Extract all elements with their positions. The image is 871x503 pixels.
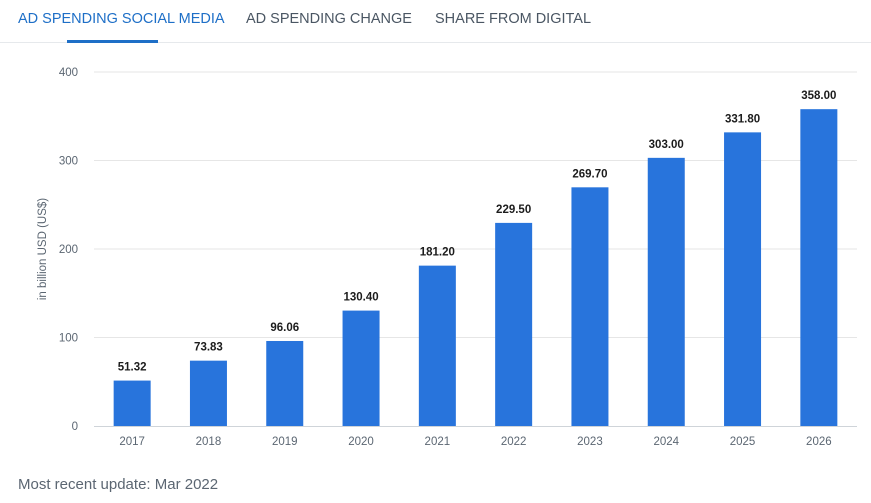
y-tick-label: 400 xyxy=(59,67,78,79)
update-note: Most recent update: Mar 2022 xyxy=(18,476,219,493)
data-label: 51.32 xyxy=(118,362,147,374)
x-tick-label: 2020 xyxy=(348,436,374,448)
tab-share-from-digital[interactable]: SHARE FROM DIGITAL xyxy=(435,11,592,27)
data-label: 331.80 xyxy=(725,113,760,125)
active-tab-indicator xyxy=(67,40,158,43)
bar-2024 xyxy=(647,157,685,426)
tab-ad-spending-social-media[interactable]: AD SPENDING SOCIAL MEDIA xyxy=(18,11,225,27)
x-tick-label: 2017 xyxy=(119,436,145,448)
x-tick-label: 2019 xyxy=(272,436,298,448)
data-label: 358.00 xyxy=(801,90,836,102)
data-label: 96.06 xyxy=(270,322,299,334)
y-tick-label: 0 xyxy=(72,421,78,433)
bar-2026 xyxy=(800,109,838,427)
x-tick-label: 2021 xyxy=(425,436,451,448)
x-tick-label: 2024 xyxy=(653,436,679,448)
data-label: 269.70 xyxy=(572,168,607,180)
bar-2018 xyxy=(189,360,227,426)
bar-2020 xyxy=(342,310,380,426)
bar-2021 xyxy=(418,265,456,426)
data-label: 130.40 xyxy=(343,292,378,304)
data-label: 229.50 xyxy=(496,204,531,216)
bar-2023 xyxy=(571,187,609,426)
x-tick-label: 2023 xyxy=(577,436,603,448)
bar-2022 xyxy=(495,222,533,426)
data-label: 73.83 xyxy=(194,342,223,354)
tab-bar: AD SPENDING SOCIAL MEDIA AD SPENDING CHA… xyxy=(0,0,871,43)
y-tick-label: 200 xyxy=(59,244,78,256)
bar-2017 xyxy=(113,380,151,426)
y-axis-label: in billion USD (US$) xyxy=(37,198,49,300)
bar-chart: 0 100 200 300 400 in billion USD (US$) 51.32 20… xyxy=(37,67,857,448)
x-tick-label: 2026 xyxy=(806,436,832,448)
x-tick-label: 2018 xyxy=(196,436,222,448)
bar-2019 xyxy=(266,340,304,426)
y-tick-label: 300 xyxy=(59,156,78,168)
tab-ad-spending-change[interactable]: AD SPENDING CHANGE xyxy=(246,11,412,27)
x-tick-label: 2025 xyxy=(730,436,756,448)
data-label: 303.00 xyxy=(649,139,684,151)
data-label: 181.20 xyxy=(420,247,455,259)
y-tick-label: 100 xyxy=(59,333,78,345)
bar-2025 xyxy=(724,132,762,426)
x-tick-label: 2022 xyxy=(501,436,527,448)
